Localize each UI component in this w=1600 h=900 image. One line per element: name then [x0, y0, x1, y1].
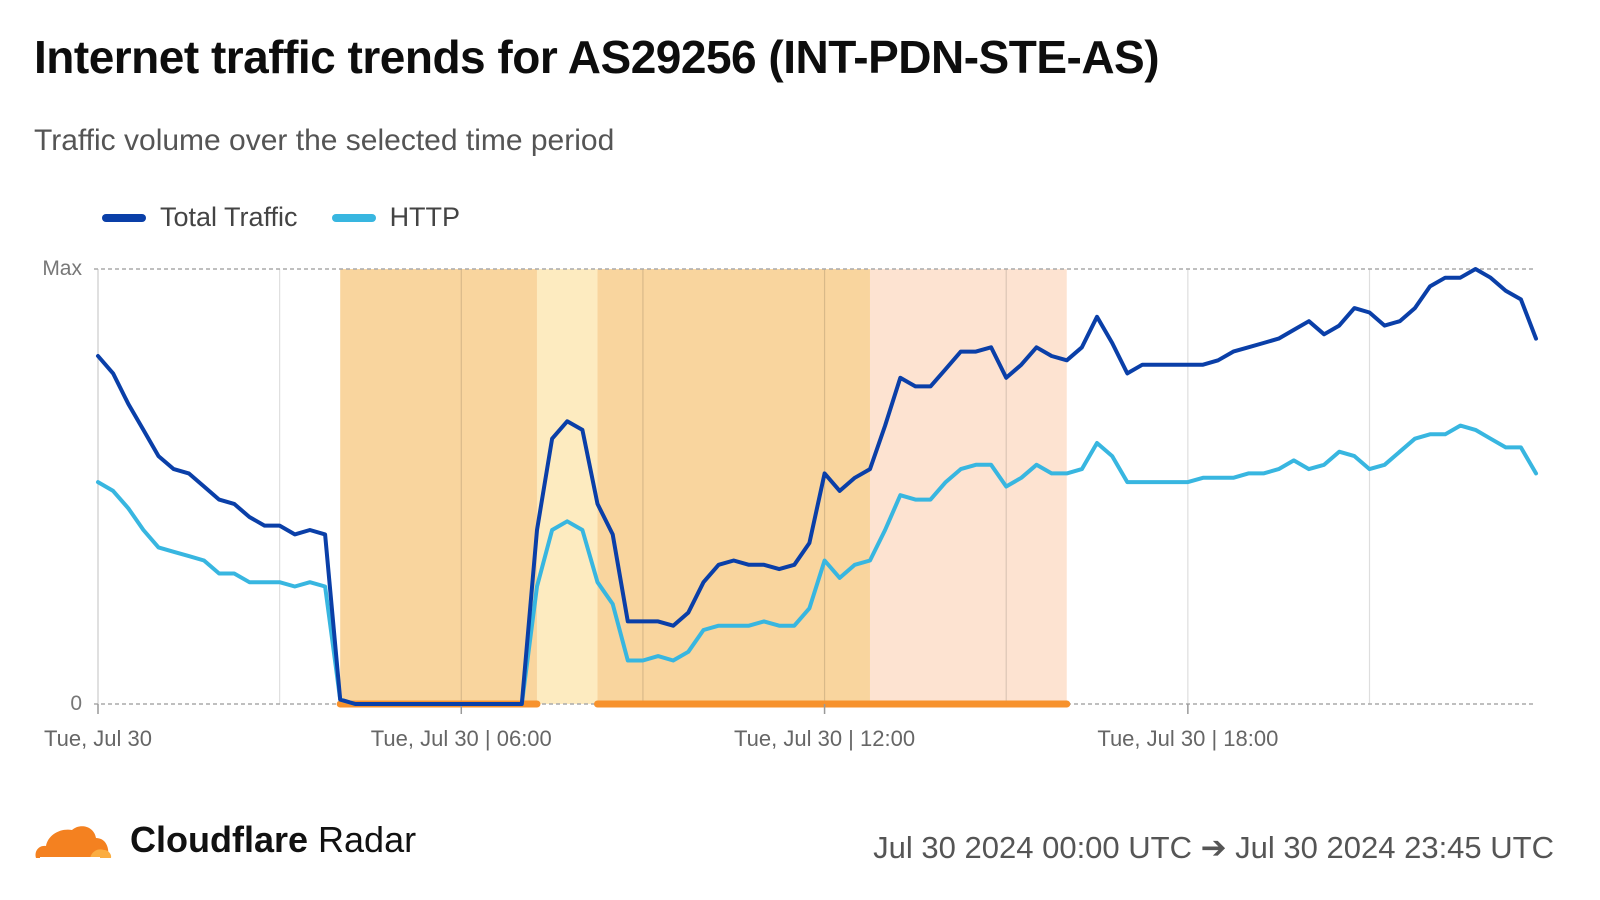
legend-swatch-total: [102, 213, 146, 222]
outage-band-0: [340, 269, 537, 704]
series-line-http: [96, 423, 1538, 706]
legend-label-total: Total Traffic: [160, 202, 298, 232]
outage-band-2: [597, 269, 870, 704]
series-line-total-traffic: [96, 267, 1538, 706]
chart-subtitle: Traffic volume over the selected time pe…: [34, 124, 615, 157]
legend-swatch-http: [331, 213, 376, 222]
chart-title: Internet traffic trends for AS29256 (INT…: [34, 31, 1160, 83]
y-tick-label-0: 0: [70, 692, 82, 715]
brand-name: Cloudflare Radar: [130, 819, 417, 860]
date-range: Jul 30 2024 00:00 UTC ➔ Jul 30 2024 23:4…: [873, 830, 1554, 865]
outage-band-3: [869, 269, 1067, 704]
y-tick-label-1: Max: [42, 257, 82, 280]
x-tick-label-3: Tue, Jul 30 | 18:00: [1097, 726, 1278, 751]
cloudflare-radar-logo: Cloudflare Radar: [30, 818, 416, 862]
x-tick-label-2: Tue, Jul 30 | 12:00: [734, 726, 915, 751]
chart-legend: Total Traffic HTTP: [102, 202, 494, 233]
x-tick-label-1: Tue, Jul 30 | 06:00: [371, 726, 552, 751]
outage-band-1: [536, 269, 598, 704]
legend-label-http: HTTP: [389, 202, 461, 232]
legend-item-http[interactable]: HTTP: [331, 202, 461, 233]
traffic-chart: 0 Max Tue, Jul 30 Tue, Jul 30 | 06:00 Tue, J…: [42, 257, 1538, 751]
cloudflare-cloud-icon: [35, 826, 112, 859]
legend-item-total[interactable]: Total Traffic: [102, 202, 298, 233]
x-tick-label-0: Tue, Jul 30: [44, 726, 152, 751]
